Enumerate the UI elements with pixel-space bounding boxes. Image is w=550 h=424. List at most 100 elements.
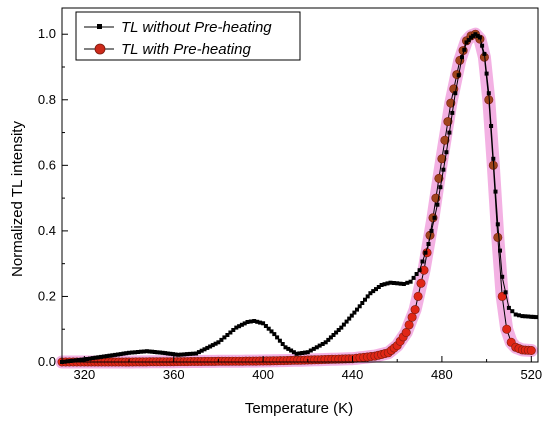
series-without-point [320, 342, 325, 346]
y-tick-label: 0.4 [38, 223, 56, 238]
series-without-point [237, 324, 242, 329]
y-tick-label: 0.2 [38, 288, 56, 303]
series-without-point [155, 350, 160, 355]
series-without-point [283, 345, 288, 350]
series-without-point [205, 345, 210, 350]
series-without-point [466, 38, 471, 42]
series-without-point [374, 287, 378, 292]
series-without-point [308, 348, 313, 353]
series-without-point [286, 346, 291, 351]
series-without-point [344, 319, 349, 324]
series-without-point [491, 156, 496, 161]
series-without-point [391, 281, 396, 285]
series-without-point [300, 351, 305, 355]
series-without-point [191, 351, 196, 356]
x-tick-label: 440 [342, 367, 364, 382]
series-without-point [158, 350, 162, 355]
series-without-point [317, 343, 322, 348]
series-without-point [336, 328, 341, 332]
series-without-point [228, 330, 233, 335]
series-without-point [231, 328, 236, 332]
series-without-point [347, 316, 352, 321]
series-without-point [477, 35, 482, 40]
series-without-point [376, 285, 381, 289]
series-without-point [426, 242, 431, 246]
y-tick-label: 1.0 [38, 26, 56, 41]
series-without-point [165, 351, 170, 356]
series-without-point [219, 337, 224, 342]
series-without-point [202, 347, 207, 352]
series-without-point [456, 73, 461, 78]
x-tick-label: 360 [163, 367, 185, 382]
series-without-point [323, 340, 328, 345]
legend: TL without Pre-heating TL with Pre-heati… [75, 11, 301, 61]
series-without-point [171, 352, 175, 357]
series-without-point [144, 349, 149, 354]
series-with-point [443, 117, 453, 127]
series-without-point [473, 32, 478, 37]
series-without-point [489, 124, 494, 128]
series-without-point [173, 352, 178, 357]
series-without-point [500, 274, 505, 279]
series-without-point [115, 352, 120, 357]
series-without-point [199, 348, 204, 353]
series-without-point [277, 338, 282, 343]
series-without-point [168, 351, 173, 356]
series-without-point [435, 202, 440, 207]
series-without-point [87, 356, 92, 361]
series-without-point [104, 354, 109, 359]
series-without-point [261, 321, 266, 326]
series-without-point [133, 350, 137, 355]
series-without-point [255, 319, 260, 324]
series-with-point [407, 312, 417, 322]
series-without-point [118, 352, 123, 357]
series-without-point [136, 350, 140, 354]
series-without-point [305, 350, 310, 355]
series-without-point [213, 341, 218, 346]
series-without-point [460, 55, 464, 60]
series-without-point [529, 314, 534, 319]
series-without-point [266, 326, 271, 331]
series-without-point [147, 349, 152, 354]
series-with-point [410, 305, 420, 315]
series-without-point [357, 304, 362, 309]
series-without-point [331, 333, 336, 337]
series-without-point [326, 337, 331, 342]
legend-marker-square [97, 24, 102, 29]
series-without-point [438, 185, 443, 190]
series-without-point [395, 281, 400, 286]
series-without-point [76, 358, 81, 362]
series-without-point [441, 167, 446, 172]
series-without-point [96, 355, 101, 360]
series-without-point [121, 351, 126, 356]
series-without-point [533, 315, 538, 320]
series-without-point [420, 259, 425, 264]
series-without-point [269, 329, 274, 334]
series-without-point [303, 350, 307, 355]
series-without-point [101, 354, 106, 359]
series-without-point [208, 344, 213, 349]
series-without-point [289, 348, 294, 353]
series-without-point [450, 110, 455, 115]
series-without-point [130, 350, 134, 355]
series-without-point [520, 314, 525, 319]
series-without-point [480, 43, 485, 48]
series-with-point [446, 98, 456, 108]
series-without-point [432, 215, 437, 220]
series-without-point [341, 322, 346, 327]
y-tick-label: 0.0 [38, 354, 56, 369]
series-without-point [311, 346, 316, 351]
legend-label-with: TL with Pre-heating [121, 41, 251, 58]
series-without-point [225, 333, 230, 337]
series-without-point [486, 91, 491, 96]
series-without-point [216, 340, 221, 345]
series-without-point [398, 281, 403, 286]
legend-box [75, 11, 301, 61]
series-without-point [339, 325, 344, 330]
series-without-point [417, 268, 422, 273]
series-without-point [411, 275, 416, 280]
series-with-point [437, 154, 447, 164]
series-without-point [414, 272, 419, 276]
series-without-point [275, 335, 280, 340]
